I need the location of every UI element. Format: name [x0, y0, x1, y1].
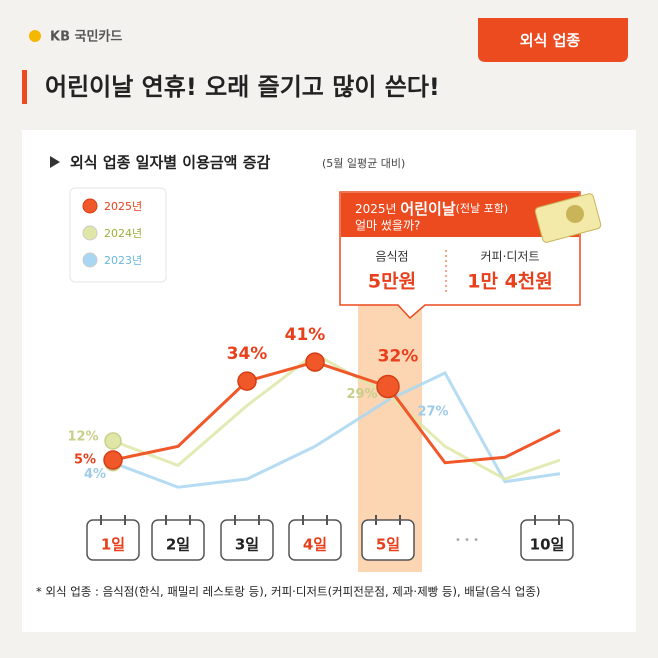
- calendar-icon: [151, 519, 205, 561]
- callout-note: (전날 포함): [456, 202, 509, 215]
- chart-subtitle: (5월 일평균 대비): [322, 156, 405, 170]
- plot: 1일 2일 3일 4일 5일 10일 2025년 2024년 2023년 4% 27% 12% 29% 5…: [67, 198, 574, 561]
- logo-icon: [29, 30, 41, 42]
- legend-marker: [82, 252, 98, 268]
- calendar-icon: [220, 519, 274, 561]
- calendar-icon: [520, 519, 574, 561]
- data-label: 12%: [67, 429, 98, 444]
- line: [112, 360, 561, 465]
- point: [103, 450, 123, 470]
- legend-marker: [82, 225, 98, 241]
- ellipsis: • • •: [455, 535, 479, 546]
- data-label: 32%: [378, 347, 419, 367]
- callout-question: 얼마 썼을까?: [355, 219, 420, 233]
- data-label: 34%: [227, 344, 268, 364]
- callout-amount: 5만원: [368, 271, 416, 293]
- data-label: 5%: [74, 453, 96, 468]
- x-tick-label: 4일: [303, 536, 327, 554]
- legend-label: 2025년: [104, 200, 142, 213]
- headline: 어린이날 연휴! 오래 즐기고 많이 쓴다!: [45, 73, 440, 101]
- coin-icon: [566, 205, 584, 223]
- callout-header-line: 2025년 어린이날(전날 포함): [355, 200, 508, 218]
- data-label: 41%: [285, 325, 326, 345]
- data-label: 4%: [84, 467, 106, 482]
- legend-label: 2023년: [104, 254, 142, 267]
- calendar-icon: [361, 519, 415, 561]
- logo: KB 국민카드: [50, 29, 122, 45]
- data-label: 29%: [346, 387, 377, 402]
- callout-amount: 1만 4천원: [467, 271, 553, 293]
- legend-label: 2024년: [104, 227, 142, 240]
- chart-title: 외식 업종 일자별 이용금액 증감: [70, 154, 270, 172]
- badge-text: 외식 업종: [520, 32, 581, 50]
- title-arrow: [50, 156, 60, 168]
- x-tick-label: 5일: [376, 536, 400, 554]
- headline-bar: [22, 70, 27, 104]
- point: [305, 352, 325, 372]
- x-tick-label: 10일: [530, 536, 565, 554]
- footnote: * 외식 업종 : 음식점(한식, 패밀리 레스토랑 등), 커피·디저트(커피…: [36, 585, 540, 599]
- point: [376, 374, 400, 399]
- x-tick-label: 2일: [166, 536, 190, 554]
- point: [104, 432, 122, 450]
- callout-label: 커피·디저트: [480, 250, 539, 264]
- data-label: 27%: [417, 405, 448, 420]
- line: [112, 370, 561, 489]
- legend-marker: [82, 198, 98, 214]
- point: [237, 371, 257, 391]
- callout-event: 어린이날: [400, 200, 455, 218]
- x-tick-label: 3일: [235, 536, 259, 554]
- callout-label: 음식점: [375, 250, 408, 264]
- calendar-icon: [86, 519, 140, 561]
- x-tick-label: 1일: [101, 536, 125, 554]
- calendar-icon: [288, 519, 342, 561]
- badge: [478, 18, 628, 62]
- callout-year: 2025년: [355, 202, 400, 216]
